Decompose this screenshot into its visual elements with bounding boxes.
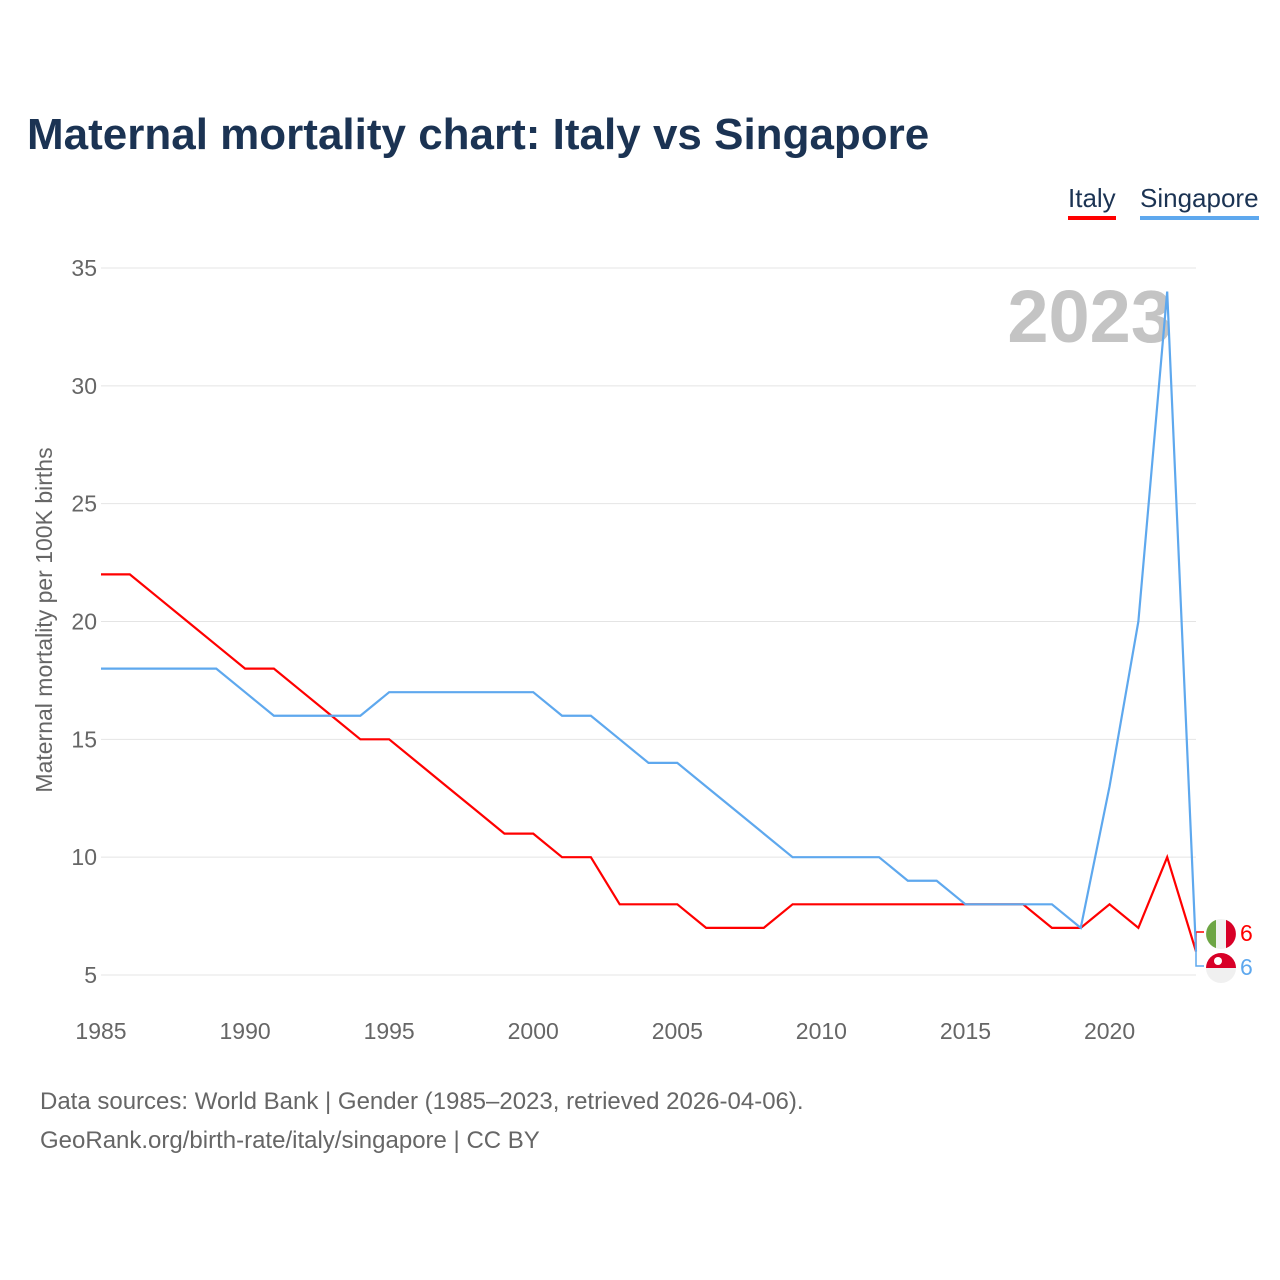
series-line-singapore: [101, 291, 1198, 952]
x-tick-label: 1995: [364, 1018, 415, 1044]
x-tick-label: 2020: [1084, 1018, 1135, 1044]
y-tick-label: 20: [71, 609, 97, 635]
source-text: Data sources: World Bank | Gender (1985–…: [40, 1088, 804, 1115]
x-tick-label: 1990: [219, 1018, 270, 1044]
legend-italy[interactable]: Italy: [1068, 183, 1116, 220]
attribution-link[interactable]: GeoRank.org/birth-rate/italy/singapore |…: [40, 1127, 540, 1154]
legend-singapore[interactable]: Singapore: [1140, 183, 1259, 220]
x-tick-label: 2015: [940, 1018, 991, 1044]
x-tick-label: 2000: [508, 1018, 559, 1044]
x-tick-label: 2005: [652, 1018, 703, 1044]
italy-flag-red: [1226, 919, 1236, 949]
y-tick-label: 30: [71, 373, 97, 399]
label-connector: [1195, 931, 1204, 952]
end-value-label: 6: [1240, 954, 1253, 980]
italy-flag-green: [1206, 919, 1216, 949]
x-tick-label: 2010: [796, 1018, 847, 1044]
singapore-flag-moon: [1214, 957, 1222, 965]
chart-title: Maternal mortality chart: Italy vs Singa…: [27, 110, 930, 159]
y-tick-label: 15: [71, 726, 97, 752]
end-value-label: 6: [1240, 920, 1253, 946]
year-label: 2023: [1007, 275, 1172, 358]
label-connector: [1195, 951, 1204, 967]
y-tick-label: 10: [71, 844, 97, 870]
y-tick-label: 25: [71, 491, 97, 517]
y-tick-label: 35: [71, 255, 97, 281]
x-tick-label: 1985: [75, 1018, 126, 1044]
y-tick-label: 5: [84, 962, 97, 988]
y-axis-label: Maternal mortality per 100K births: [31, 447, 57, 792]
